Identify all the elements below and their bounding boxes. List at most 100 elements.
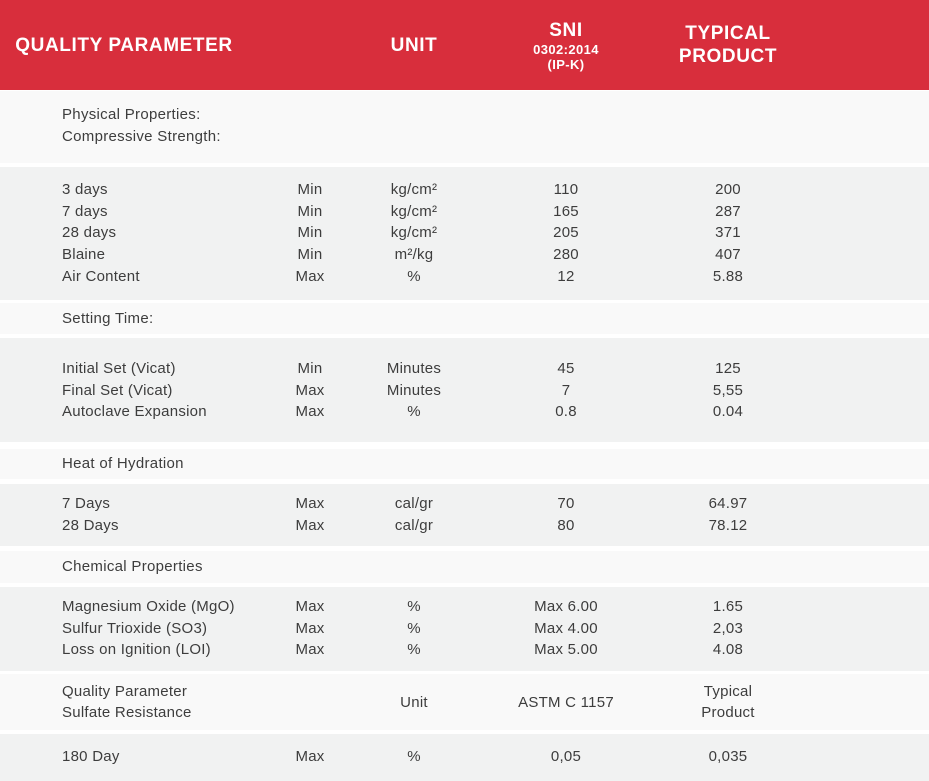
sni-cell: Max 6.00 (534, 598, 598, 615)
typical-cell: 0.04 (712, 403, 744, 421)
typical-cell: 0,035 (708, 748, 748, 765)
subheader-typical: Typical Product (676, 681, 780, 724)
table-row: 28 Days Max cal/gr 80 78.12 (0, 515, 929, 537)
subheader-title: Quality Parameter Sulfate Resistance (0, 681, 248, 724)
sni-cell: 110 (553, 181, 579, 198)
limit-cell: Max (295, 516, 325, 534)
sni-cell: Max 4.00 (534, 619, 598, 637)
limit-cell: Min (297, 360, 323, 377)
limit-cell: Min (297, 181, 323, 198)
rows-setting-time: Initial Set (Vicat) Min Minutes 45 125 F… (0, 338, 929, 442)
typical-cell: 407 (715, 246, 741, 264)
param-cell: Air Content (62, 267, 140, 285)
subheader-typical-line1: Typical (703, 682, 753, 700)
table-row: 28 days Min kg/cm² 205 371 (0, 222, 929, 244)
header-sni-title: SNI (549, 19, 583, 41)
table-row: 3 days Min kg/cm² 110 200 (0, 179, 929, 201)
unit-cell: kg/cm² (390, 224, 438, 242)
typical-cell: 1.65 (712, 598, 744, 615)
table-row: Final Set (Vicat) Max Minutes 7 5,55 (0, 380, 929, 402)
subheader-typical-line2: Product (701, 704, 755, 721)
limit-cell: Max (295, 619, 325, 637)
sni-cell: Max 5.00 (534, 641, 598, 659)
section-heat-of-hydration: Heat of Hydration (0, 449, 929, 479)
param-cell: Final Set (Vicat) (62, 381, 173, 399)
sni-cell: 280 (553, 246, 579, 264)
limit-cell: Min (297, 202, 323, 220)
subheader-standard: ASTM C 1157 (518, 693, 614, 711)
unit-cell: kg/cm² (390, 202, 438, 220)
subheader-title-line2: Sulfate Resistance (62, 704, 192, 721)
param-cell: Sulfur Trioxide (SO3) (62, 619, 208, 637)
typical-cell: 287 (715, 202, 741, 220)
unit-cell: % (407, 619, 421, 637)
section-title: Heat of Hydration (62, 455, 184, 472)
header-sni-standard: 0302:2014 (533, 41, 599, 57)
typical-cell: 5,55 (712, 381, 744, 399)
param-cell: 7 days (62, 202, 108, 220)
table-row: Sulfur Trioxide (SO3) Max % Max 4.00 2,0… (0, 618, 929, 640)
unit-cell: % (407, 403, 421, 421)
typical-cell: 125 (715, 360, 741, 377)
limit-cell: Max (295, 748, 325, 765)
unit-cell: % (407, 641, 421, 659)
header-typical-product: TYPICAL PRODUCT (678, 23, 778, 67)
header-sni-type: (IP-K) (547, 56, 585, 72)
sni-cell: 7 (561, 381, 571, 399)
typical-cell: 78.12 (708, 516, 748, 534)
table-row: 7 days Min kg/cm² 165 287 (0, 201, 929, 223)
typical-cell: 2,03 (712, 619, 744, 637)
unit-cell: % (407, 267, 421, 285)
section-title: Physical Properties: (62, 106, 201, 123)
table-header: QUALITY PARAMETER UNIT SNI 0302:2014 (IP… (0, 0, 929, 90)
sni-cell: 0,05 (550, 748, 582, 765)
typical-cell: 64.97 (708, 495, 748, 512)
unit-cell: % (407, 598, 421, 615)
subheader-title-line1: Quality Parameter (62, 682, 188, 700)
table-row: Autoclave Expansion Max % 0.8 0.04 (0, 401, 929, 423)
unit-cell: cal/gr (394, 516, 434, 534)
param-cell: Magnesium Oxide (MgO) (62, 598, 235, 615)
sni-cell: 12 (557, 267, 575, 285)
param-cell: Initial Set (Vicat) (62, 360, 176, 377)
section-physical-properties: Physical Properties: Compressive Strengt… (0, 91, 929, 163)
sni-cell: 70 (557, 495, 575, 512)
section-subtitle: Compressive Strength: (62, 128, 221, 145)
section-chemical-properties: Chemical Properties (0, 551, 929, 583)
rows-sulfate-resistance: 180 Day Max % 0,05 0,035 (0, 734, 929, 781)
param-cell: Loss on Ignition (LOI) (62, 641, 211, 659)
limit-cell: Min (297, 246, 323, 264)
typical-cell: 200 (715, 181, 741, 198)
unit-cell: Minutes (386, 381, 442, 399)
rows-compressive-strength: 3 days Min kg/cm² 110 200 7 days Min kg/… (0, 167, 929, 300)
table-row: Magnesium Oxide (MgO) Max % Max 6.00 1.6… (0, 596, 929, 618)
param-cell: Blaine (62, 246, 106, 264)
limit-cell: Max (295, 598, 325, 615)
unit-cell: cal/gr (394, 495, 434, 512)
section-setting-time: Setting Time: (0, 303, 929, 334)
sni-cell: 0.8 (555, 403, 577, 421)
unit-cell: kg/cm² (390, 181, 438, 198)
limit-cell: Min (297, 224, 323, 242)
param-cell: 180 Day (62, 748, 120, 765)
table-row: 180 Day Max % 0,05 0,035 (0, 746, 929, 768)
section-title: Setting Time: (62, 309, 154, 327)
table-row: Blaine Min m²/kg 280 407 (0, 244, 929, 266)
param-cell: 3 days (62, 181, 108, 198)
header-quality-parameter: QUALITY PARAMETER (15, 34, 233, 56)
rows-heat-of-hydration: 7 Days Max cal/gr 70 64.97 28 Days Max c… (0, 484, 929, 546)
unit-cell: m²/kg (394, 246, 434, 264)
limit-cell: Max (295, 495, 325, 512)
sni-cell: 45 (557, 360, 575, 377)
subheader-unit: Unit (400, 693, 428, 711)
param-cell: 28 days (62, 224, 117, 242)
limit-cell: Max (295, 267, 325, 285)
sni-cell: 165 (553, 202, 579, 220)
limit-cell: Max (295, 403, 325, 421)
param-cell: 28 Days (62, 516, 119, 534)
table-row: Air Content Max % 12 5.88 (0, 266, 929, 288)
typical-cell: 5.88 (712, 267, 744, 285)
header-sni: SNI 0302:2014 (IP-K) (456, 19, 676, 72)
unit-cell: Minutes (386, 360, 442, 377)
